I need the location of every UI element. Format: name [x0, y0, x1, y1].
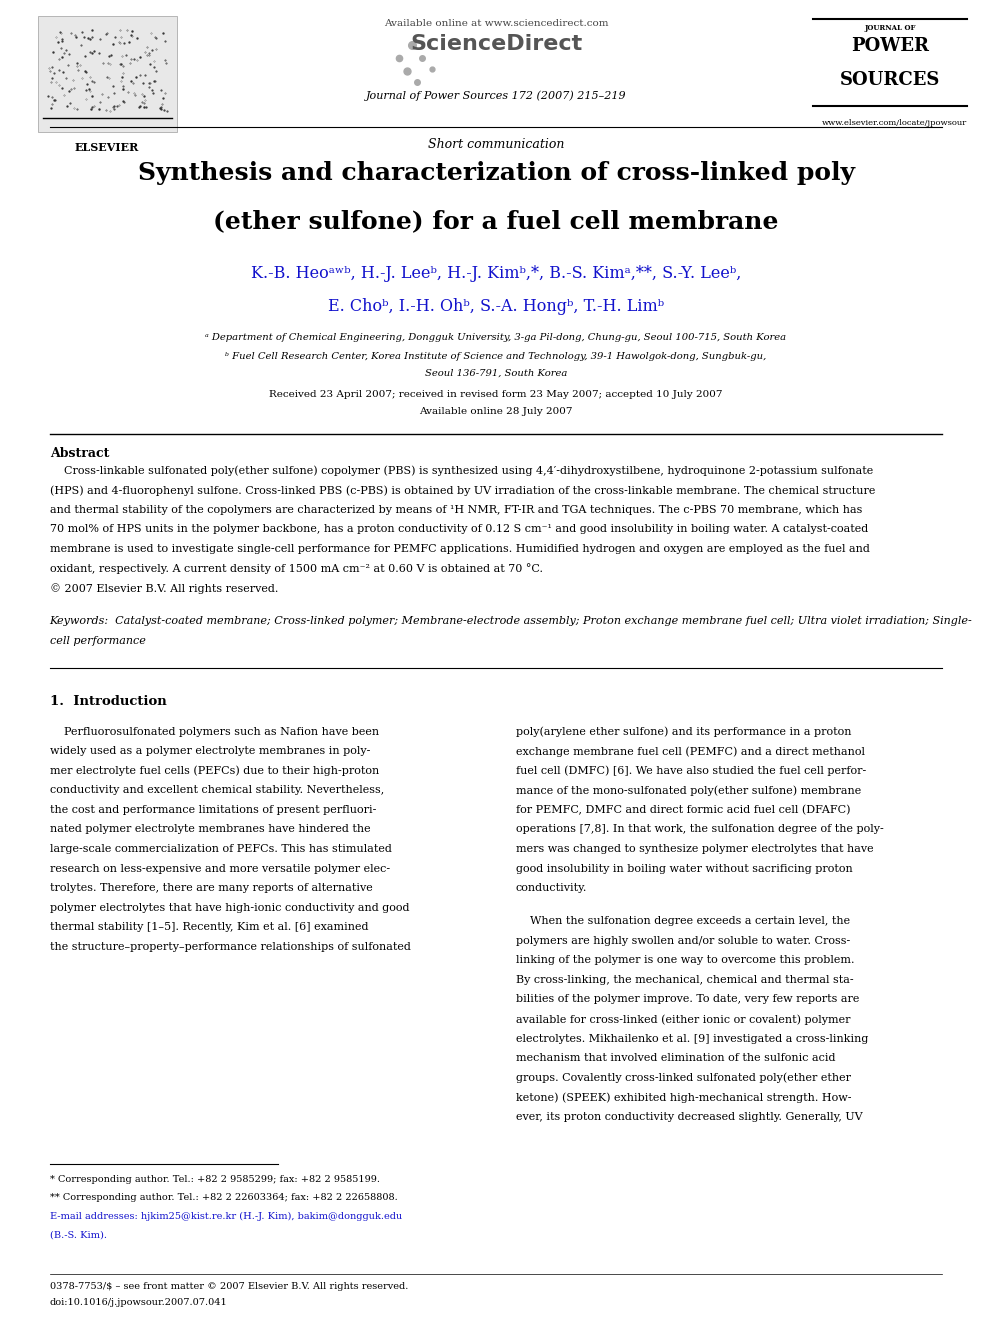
- Text: oxidant, respectively. A current density of 1500 mA cm⁻² at 0.60 V is obtained a: oxidant, respectively. A current density…: [50, 564, 543, 574]
- Text: linking of the polymer is one way to overcome this problem.: linking of the polymer is one way to ove…: [516, 955, 854, 966]
- Text: E. Choᵇ, I.-H. Ohᵇ, S.-A. Hongᵇ, T.-H. Limᵇ: E. Choᵇ, I.-H. Ohᵇ, S.-A. Hongᵇ, T.-H. L…: [328, 298, 664, 315]
- Text: mers was changed to synthesize polymer electrolytes that have: mers was changed to synthesize polymer e…: [516, 844, 874, 855]
- Text: available for cross-linked (either ionic or covalent) polymer: available for cross-linked (either ionic…: [516, 1013, 850, 1024]
- Text: doi:10.1016/j.jpowsour.2007.07.041: doi:10.1016/j.jpowsour.2007.07.041: [50, 1298, 227, 1307]
- Text: ever, its proton conductivity decreased slightly. Generally, UV: ever, its proton conductivity decreased …: [516, 1111, 862, 1122]
- Text: When the sulfonation degree exceeds a certain level, the: When the sulfonation degree exceeds a ce…: [516, 916, 850, 926]
- Text: (ether sulfone) for a fuel cell membrane: (ether sulfone) for a fuel cell membrane: [213, 209, 779, 233]
- Text: mer electrolyte fuel cells (PEFCs) due to their high-proton: mer electrolyte fuel cells (PEFCs) due t…: [50, 766, 379, 777]
- Text: Available online at www.sciencedirect.com: Available online at www.sciencedirect.co…: [384, 19, 608, 28]
- Text: 70 mol% of HPS units in the polymer backbone, has a proton conductivity of 0.12 : 70 mol% of HPS units in the polymer back…: [50, 524, 868, 534]
- Text: ketone) (SPEEK) exhibited high-mechanical strength. How-: ketone) (SPEEK) exhibited high-mechanica…: [516, 1093, 851, 1103]
- Text: Cross-linkable sulfonated poly(ether sulfone) copolymer (PBS) is synthesized usi: Cross-linkable sulfonated poly(ether sul…: [50, 466, 873, 476]
- Text: nated polymer electrolyte membranes have hindered the: nated polymer electrolyte membranes have…: [50, 824, 370, 835]
- Text: electrolytes. Mikhailenko et al. [9] investigated a cross-linking: electrolytes. Mikhailenko et al. [9] inv…: [516, 1033, 868, 1044]
- Text: membrane is used to investigate single-cell performance for PEMFC applications. : membrane is used to investigate single-c…: [50, 544, 869, 554]
- Text: the structure–property–performance relationships of sulfonated: the structure–property–performance relat…: [50, 942, 411, 953]
- Text: for PEMFC, DMFC and direct formic acid fuel cell (DFAFC): for PEMFC, DMFC and direct formic acid f…: [516, 804, 850, 815]
- Text: conductivity.: conductivity.: [516, 884, 587, 893]
- Text: research on less-expensive and more versatile polymer elec-: research on less-expensive and more vers…: [50, 864, 390, 873]
- Text: www.elsevier.com/locate/jpowsour: www.elsevier.com/locate/jpowsour: [822, 119, 967, 127]
- Text: fuel cell (DMFC) [6]. We have also studied the fuel cell perfor-: fuel cell (DMFC) [6]. We have also studi…: [516, 766, 866, 777]
- Text: ᵃ Department of Chemical Engineering, Dongguk University, 3-ga Pil-dong, Chung-g: ᵃ Department of Chemical Engineering, Do…: [205, 333, 787, 343]
- Text: ** Corresponding author. Tel.: +82 2 22603364; fax: +82 2 22658808.: ** Corresponding author. Tel.: +82 2 226…: [50, 1193, 398, 1203]
- Text: SOURCES: SOURCES: [840, 71, 940, 90]
- Text: Seoul 136-791, South Korea: Seoul 136-791, South Korea: [425, 369, 567, 378]
- Text: (HPS) and 4-fluorophenyl sulfone. Cross-linked PBS (c-PBS) is obtained by UV irr: (HPS) and 4-fluorophenyl sulfone. Cross-…: [50, 486, 875, 496]
- Text: groups. Covalently cross-linked sulfonated poly(ether ether: groups. Covalently cross-linked sulfonat…: [516, 1073, 851, 1084]
- Text: JOURNAL OF: JOURNAL OF: [865, 24, 916, 32]
- Text: poly(arylene ether sulfone) and its performance in a proton: poly(arylene ether sulfone) and its perf…: [516, 726, 851, 737]
- Text: POWER: POWER: [851, 37, 930, 56]
- Text: E-mail addresses: hjkim25@kist.re.kr (H.-J. Kim), bakim@dongguk.edu: E-mail addresses: hjkim25@kist.re.kr (H.…: [50, 1212, 402, 1221]
- Text: ELSEVIER: ELSEVIER: [75, 142, 139, 152]
- Text: Journal of Power Sources 172 (2007) 215–219: Journal of Power Sources 172 (2007) 215–…: [366, 90, 626, 101]
- Text: polymer electrolytes that have high-ionic conductivity and good: polymer electrolytes that have high-ioni…: [50, 902, 409, 913]
- Text: K.-B. Heoᵃʷᵇ, H.-J. Leeᵇ, H.-J. Kimᵇ,*, B.-S. Kimᵃ,**, S.-Y. Leeᵇ,: K.-B. Heoᵃʷᵇ, H.-J. Leeᵇ, H.-J. Kimᵇ,*, …: [251, 265, 741, 282]
- Text: polymers are highly swollen and/or soluble to water. Cross-: polymers are highly swollen and/or solub…: [516, 935, 850, 946]
- Text: bilities of the polymer improve. To date, very few reports are: bilities of the polymer improve. To date…: [516, 995, 859, 1004]
- Text: and thermal stability of the copolymers are characterized by means of ¹H NMR, FT: and thermal stability of the copolymers …: [50, 505, 862, 515]
- Text: cell performance: cell performance: [50, 635, 146, 646]
- Text: exchange membrane fuel cell (PEMFC) and a direct methanol: exchange membrane fuel cell (PEMFC) and …: [516, 746, 865, 757]
- Text: Perfluorosulfonated polymers such as Nafion have been: Perfluorosulfonated polymers such as Naf…: [50, 726, 379, 737]
- Text: mechanism that involved elimination of the sulfonic acid: mechanism that involved elimination of t…: [516, 1053, 835, 1064]
- Text: Available online 28 July 2007: Available online 28 July 2007: [420, 407, 572, 417]
- Text: Short communication: Short communication: [428, 138, 564, 151]
- Bar: [38, 16, 177, 132]
- Text: ᵇ Fuel Cell Research Center, Korea Institute of Science and Technology, 39-1 Haw: ᵇ Fuel Cell Research Center, Korea Insti…: [225, 352, 767, 361]
- Text: good insolubility in boiling water without sacrificing proton: good insolubility in boiling water witho…: [516, 864, 852, 873]
- Text: thermal stability [1–5]. Recently, Kim et al. [6] examined: thermal stability [1–5]. Recently, Kim e…: [50, 922, 368, 933]
- Text: By cross-linking, the mechanical, chemical and thermal sta-: By cross-linking, the mechanical, chemic…: [516, 975, 853, 984]
- Text: large-scale commercialization of PEFCs. This has stimulated: large-scale commercialization of PEFCs. …: [50, 844, 392, 855]
- Text: 1.  Introduction: 1. Introduction: [50, 695, 167, 708]
- Text: trolytes. Therefore, there are many reports of alternative: trolytes. Therefore, there are many repo…: [50, 884, 372, 893]
- Text: Abstract: Abstract: [50, 447, 109, 460]
- Text: © 2007 Elsevier B.V. All rights reserved.: © 2007 Elsevier B.V. All rights reserved…: [50, 583, 278, 594]
- Text: widely used as a polymer electrolyte membranes in poly-: widely used as a polymer electrolyte mem…: [50, 746, 370, 757]
- Text: Synthesis and characterization of cross-linked poly: Synthesis and characterization of cross-…: [138, 161, 854, 185]
- Text: (B.-S. Kim).: (B.-S. Kim).: [50, 1230, 106, 1240]
- Text: ScienceDirect: ScienceDirect: [410, 34, 582, 54]
- Text: Received 23 April 2007; received in revised form 23 May 2007; accepted 10 July 2: Received 23 April 2007; received in revi…: [269, 390, 723, 400]
- Text: * Corresponding author. Tel.: +82 2 9585299; fax: +82 2 9585199.: * Corresponding author. Tel.: +82 2 9585…: [50, 1175, 380, 1184]
- Text: operations [7,8]. In that work, the sulfonation degree of the poly-: operations [7,8]. In that work, the sulf…: [516, 824, 884, 835]
- Text: conductivity and excellent chemical stability. Nevertheless,: conductivity and excellent chemical stab…: [50, 786, 384, 795]
- Text: 0378-7753/$ – see front matter © 2007 Elsevier B.V. All rights reserved.: 0378-7753/$ – see front matter © 2007 El…: [50, 1282, 408, 1291]
- Text: the cost and performance limitations of present perfluori-: the cost and performance limitations of …: [50, 804, 376, 815]
- Text: mance of the mono-sulfonated poly(ether sulfone) membrane: mance of the mono-sulfonated poly(ether …: [516, 786, 861, 796]
- Text: Keywords:  Catalyst-coated membrane; Cross-linked polymer; Membrane-electrode as: Keywords: Catalyst-coated membrane; Cros…: [50, 617, 972, 626]
